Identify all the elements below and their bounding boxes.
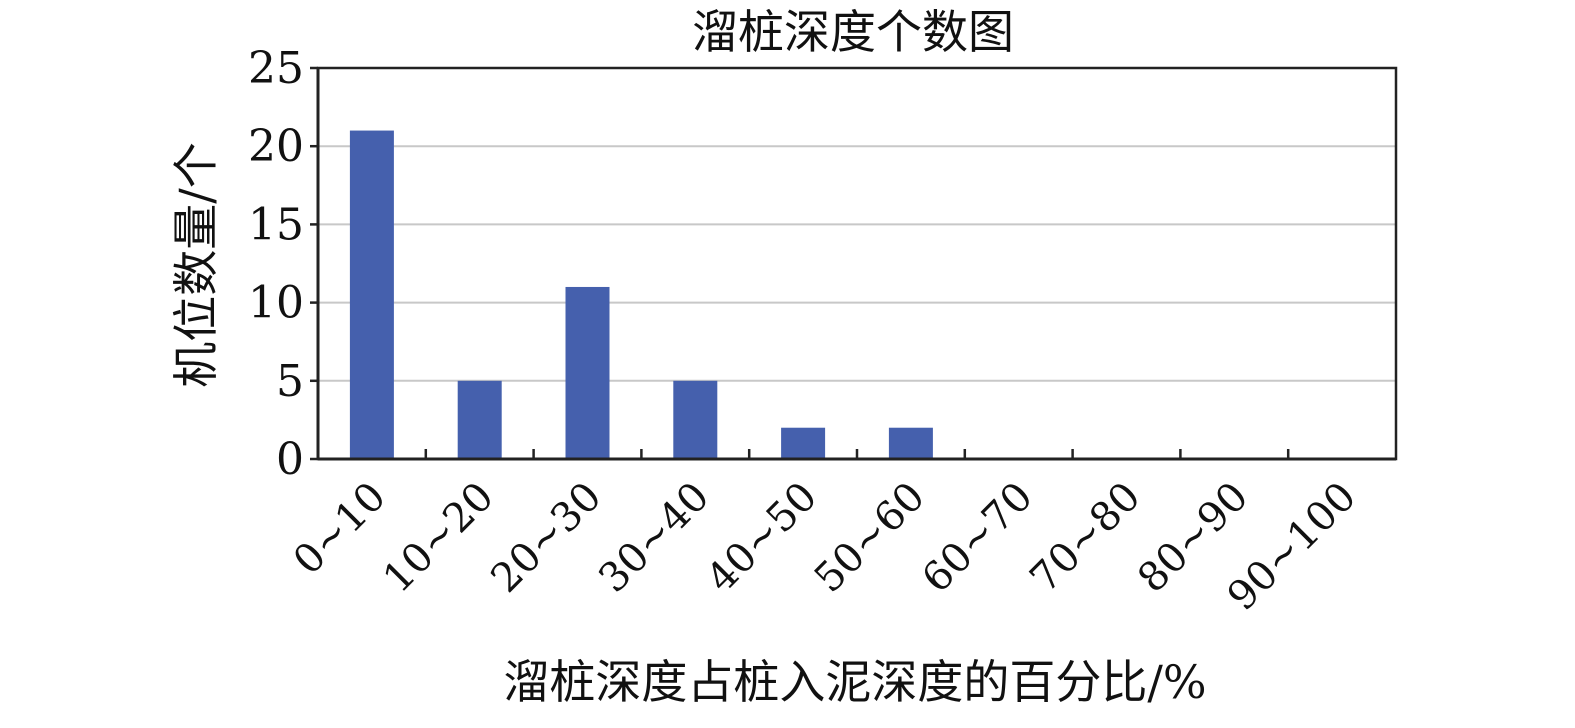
bar-50~60 <box>888 427 933 459</box>
chart-title: 溜桩深度个数图 <box>692 5 1014 59</box>
bar-0~10 <box>349 130 394 459</box>
gridlines <box>318 67 1396 382</box>
x-tick-label: 50~60 <box>806 474 934 602</box>
y-tick-label: 10 <box>248 278 304 329</box>
x-tick-label: 70~80 <box>1021 474 1149 602</box>
x-tick-label: 40~50 <box>698 474 826 602</box>
y-axis-label: 机位数量/个 <box>169 142 223 388</box>
bar-40~50 <box>781 427 826 459</box>
y-tick-label: 15 <box>248 199 304 250</box>
x-axis-label: 溜桩深度占桩入泥深度的百分比/% <box>503 655 1206 709</box>
x-tick-label: 20~30 <box>482 474 610 602</box>
y-tick-label: 25 <box>248 43 304 94</box>
bar-20~30 <box>565 286 610 459</box>
x-tick-label: 10~20 <box>375 474 503 602</box>
y-tick-label: 20 <box>248 121 304 172</box>
bar-30~40 <box>673 380 718 459</box>
x-ticks: 0~1010~2020~3030~4040~5050~6060~7070~808… <box>285 449 1365 620</box>
bars <box>349 130 933 459</box>
y-tick-label: 0 <box>276 434 304 485</box>
x-tick-label: 30~40 <box>590 474 718 602</box>
bar-10~20 <box>457 380 502 459</box>
y-tick-label: 5 <box>276 356 304 407</box>
y-ticks: 0 5 10 15 20 25 <box>248 43 318 485</box>
x-tick-label: 60~70 <box>914 474 1042 602</box>
